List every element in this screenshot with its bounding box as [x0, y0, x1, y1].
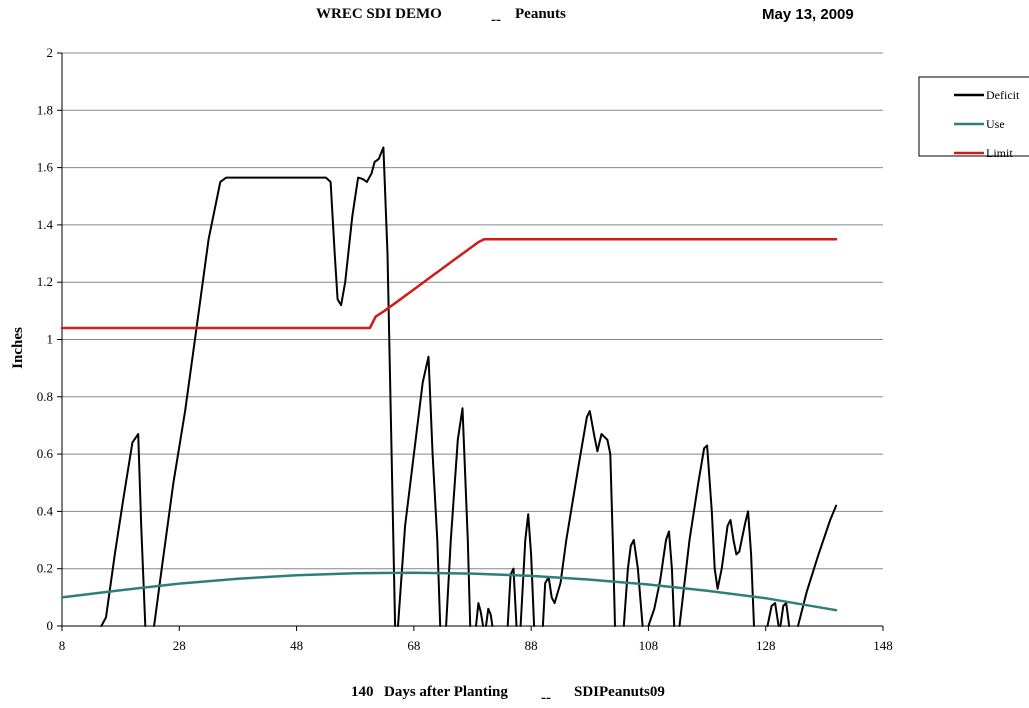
deficit-series-line	[445, 407, 472, 627]
app-title: WREC SDI DEMO	[316, 6, 442, 22]
y-tick-label: 0	[47, 618, 54, 633]
series-lines	[60, 146, 838, 627]
y-tick-label: 0.8	[37, 389, 53, 404]
x-tick-label: 8	[59, 638, 66, 653]
y-tick-label: 1	[47, 332, 54, 347]
deficit-series-line	[678, 444, 755, 627]
x-tick-label: 148	[873, 638, 893, 653]
deficit-series-line	[541, 410, 616, 627]
file-name: SDIPeanuts09	[574, 684, 665, 700]
x-tick-label: 48	[290, 638, 303, 653]
deficit-series-line	[766, 602, 780, 627]
days-count: 140	[351, 684, 374, 700]
deficit-series-line	[506, 567, 518, 627]
y-tick-label: 1.4	[37, 217, 54, 232]
deficit-series-line	[475, 602, 485, 627]
y-tick-label: 2	[47, 45, 54, 60]
deficit-series-line	[647, 530, 676, 627]
deficit-series-line	[100, 433, 147, 627]
header-separator: --	[491, 12, 501, 28]
footer-separator: --	[541, 690, 551, 706]
x-tick-label: 68	[407, 638, 420, 653]
legend: Deficit Use Limit	[918, 76, 1029, 160]
deficit-series-line	[779, 602, 791, 627]
use-series-line	[60, 571, 838, 612]
report-date: May 13, 2009	[762, 6, 854, 23]
x-tick-label: 128	[756, 638, 776, 653]
y-tick-label: 0.2	[37, 561, 53, 576]
days-label: Days after Planting	[384, 684, 508, 700]
y-axis-label: Inches	[10, 327, 26, 369]
legend-label-limit: Limit	[986, 146, 1013, 160]
x-axis-ticks: 8 28 48 68 88 108 128 148	[59, 626, 893, 653]
legend-label-deficit: Deficit	[986, 88, 1020, 102]
legend-label-use: Use	[986, 117, 1005, 131]
crop-name: Peanuts	[515, 6, 566, 22]
x-tick-label: 88	[525, 638, 538, 653]
y-tick-label: 1.2	[37, 274, 53, 289]
y-tick-label: 0.6	[37, 446, 54, 461]
y-tick-label: 1.6	[37, 160, 54, 175]
deficit-series-line	[797, 504, 838, 627]
deficit-series-line	[519, 513, 536, 627]
deficit-series-line	[153, 146, 397, 627]
y-tick-label: 1.8	[37, 102, 53, 117]
x-tick-label: 108	[639, 638, 659, 653]
x-tick-label: 28	[173, 638, 186, 653]
y-tick-label: 0.4	[37, 503, 54, 518]
deficit-series-line	[622, 539, 644, 627]
limit-series-line	[60, 237, 838, 330]
legend-box	[918, 76, 1029, 157]
grid-lines	[62, 52, 883, 570]
y-axis-ticks: 0 0.2 0.4 0.6 0.8 1 1.2 1.4 1.6 1.8 2	[37, 45, 62, 633]
deficit-series-line	[485, 607, 494, 627]
deficit-series-line	[397, 355, 442, 627]
